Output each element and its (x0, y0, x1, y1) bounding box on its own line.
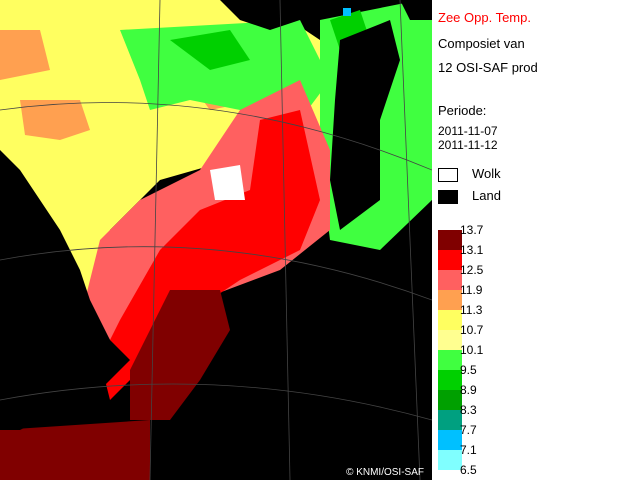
sea-region-orange (20, 100, 90, 140)
color-scale-band (438, 330, 462, 350)
color-scale-tick: 12.5 (460, 263, 484, 277)
color-scale-tick: 13.7 (460, 223, 484, 237)
copyright-text: © KNMI/OSI-SAF (346, 467, 424, 478)
graticule (0, 0, 432, 480)
period-label: Periode: (438, 103, 487, 118)
color-scale-tick: 6.5 (460, 463, 477, 477)
cloud-label: Wolk (472, 166, 501, 181)
color-scale-band (438, 230, 462, 250)
color-scale-tick: 13.1 (460, 243, 484, 257)
color-scale-band (438, 390, 462, 410)
cloud-swatch (438, 168, 458, 182)
color-scale-tick: 9.5 (460, 363, 477, 377)
legend-panel: Zee Opp. Temp. Composiet van 12 OSI-SAF … (432, 0, 640, 480)
period-start: 2011-11-07 (438, 124, 498, 138)
legend-line3: 12 OSI-SAF prod (438, 60, 538, 75)
sea-region-green-dark (170, 30, 250, 70)
color-scale-band (438, 290, 462, 310)
color-scale-band (438, 250, 462, 270)
color-scale-tick: 10.7 (460, 323, 484, 337)
color-scale-tick: 11.9 (460, 283, 483, 297)
color-scale-band (438, 370, 462, 390)
color-scale-band (438, 270, 462, 290)
map-canvas (0, 0, 432, 480)
color-scale-tick: 10.1 (460, 343, 484, 357)
color-scale-band (438, 410, 462, 430)
land-denmark (330, 20, 400, 230)
land-continent (150, 200, 432, 480)
legend-line2: Composiet van (438, 36, 525, 51)
legend-title: Zee Opp. Temp. (438, 10, 531, 25)
color-scale: 13.7 13.1 12.5 11.9 11.3 10.7 10.1 9.5 8.9 8.3 7.7… (438, 223, 483, 477)
color-scale-band (438, 430, 462, 450)
color-scale-tick: 8.9 (460, 383, 477, 397)
cyan-pixel (343, 8, 351, 16)
period-end: 2011-11-12 (438, 138, 498, 152)
sea-region-orange (0, 30, 50, 80)
cloud-patch (210, 165, 245, 200)
sea-region-darkred (130, 290, 230, 420)
land-swatch (438, 190, 458, 204)
color-scale-tick: 7.1 (460, 443, 477, 457)
sea-surface-temperature-map: © KNMI/OSI-SAF (0, 0, 432, 480)
color-scale-band (438, 310, 462, 330)
color-scale-band (438, 350, 462, 370)
color-scale-tick: 7.7 (460, 423, 477, 437)
land-label: Land (472, 188, 501, 203)
land-uk (0, 150, 130, 430)
color-scale-tick: 8.3 (460, 403, 477, 417)
color-scale-tick: 11.3 (460, 303, 483, 317)
land-norway (400, 0, 432, 20)
color-scale-band (438, 450, 462, 470)
sea-region-darkred-south (0, 420, 150, 480)
